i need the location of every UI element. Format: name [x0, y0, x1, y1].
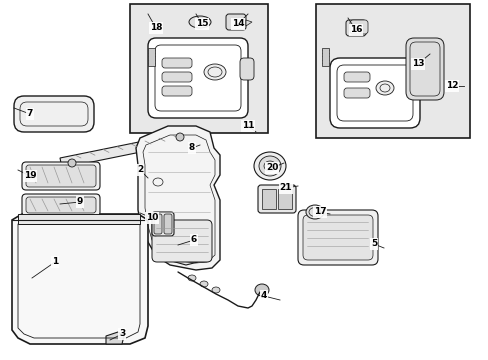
FancyBboxPatch shape	[162, 86, 192, 96]
FancyBboxPatch shape	[329, 58, 419, 128]
FancyBboxPatch shape	[405, 38, 443, 100]
Text: 16: 16	[349, 26, 362, 35]
FancyBboxPatch shape	[162, 58, 192, 68]
Bar	[262, 189, 275, 209]
Text: 20: 20	[265, 163, 278, 172]
Text: 14: 14	[231, 19, 244, 28]
Ellipse shape	[305, 205, 324, 219]
Ellipse shape	[264, 161, 275, 171]
Bar	[315, 4, 469, 138]
Text: 18: 18	[149, 23, 162, 32]
Text: 21: 21	[279, 184, 292, 193]
Polygon shape	[172, 226, 194, 260]
FancyBboxPatch shape	[154, 214, 162, 234]
Polygon shape	[148, 172, 168, 192]
Bar	[130, 4, 267, 133]
Text: 15: 15	[195, 19, 208, 28]
Bar	[18, 214, 140, 224]
Text: 19: 19	[23, 171, 36, 180]
Polygon shape	[136, 126, 220, 270]
Text: 13: 13	[411, 59, 424, 68]
FancyBboxPatch shape	[303, 215, 372, 260]
Ellipse shape	[68, 159, 76, 167]
Text: 6: 6	[190, 235, 197, 244]
Text: 5: 5	[370, 239, 376, 248]
Text: 12: 12	[445, 81, 457, 90]
Ellipse shape	[189, 16, 210, 28]
FancyBboxPatch shape	[22, 194, 100, 216]
FancyBboxPatch shape	[225, 14, 245, 30]
FancyBboxPatch shape	[343, 88, 369, 98]
Ellipse shape	[200, 281, 207, 287]
FancyBboxPatch shape	[349, 20, 367, 34]
FancyBboxPatch shape	[152, 220, 212, 262]
Text: 7: 7	[27, 109, 33, 118]
FancyBboxPatch shape	[297, 210, 377, 265]
FancyBboxPatch shape	[258, 185, 295, 213]
Polygon shape	[60, 132, 190, 168]
Text: 4: 4	[260, 292, 266, 301]
Polygon shape	[106, 332, 124, 344]
Bar	[321, 48, 328, 66]
Text: 17: 17	[313, 207, 325, 216]
FancyBboxPatch shape	[14, 96, 94, 132]
Text: 11: 11	[241, 122, 254, 130]
FancyBboxPatch shape	[26, 197, 96, 213]
Text: 9: 9	[77, 198, 83, 207]
Polygon shape	[168, 222, 198, 265]
Text: 3: 3	[119, 329, 125, 338]
Ellipse shape	[212, 287, 220, 293]
Ellipse shape	[254, 284, 268, 296]
FancyBboxPatch shape	[26, 165, 96, 187]
FancyBboxPatch shape	[346, 20, 365, 36]
Ellipse shape	[203, 64, 225, 80]
FancyBboxPatch shape	[343, 72, 369, 82]
Bar	[278, 189, 291, 209]
FancyBboxPatch shape	[163, 214, 172, 234]
Text: 8: 8	[188, 144, 195, 153]
Ellipse shape	[187, 275, 196, 281]
FancyBboxPatch shape	[148, 38, 247, 118]
Text: 1: 1	[52, 257, 58, 266]
FancyBboxPatch shape	[162, 72, 192, 82]
Bar	[148, 48, 155, 66]
Ellipse shape	[253, 152, 285, 180]
Text: 10: 10	[145, 213, 158, 222]
FancyBboxPatch shape	[152, 212, 174, 236]
Polygon shape	[245, 20, 251, 26]
FancyBboxPatch shape	[240, 58, 253, 80]
Polygon shape	[12, 214, 148, 344]
FancyBboxPatch shape	[22, 162, 100, 190]
Ellipse shape	[176, 133, 183, 141]
Ellipse shape	[375, 81, 393, 95]
Text: 2: 2	[137, 166, 143, 175]
Ellipse shape	[259, 156, 281, 176]
